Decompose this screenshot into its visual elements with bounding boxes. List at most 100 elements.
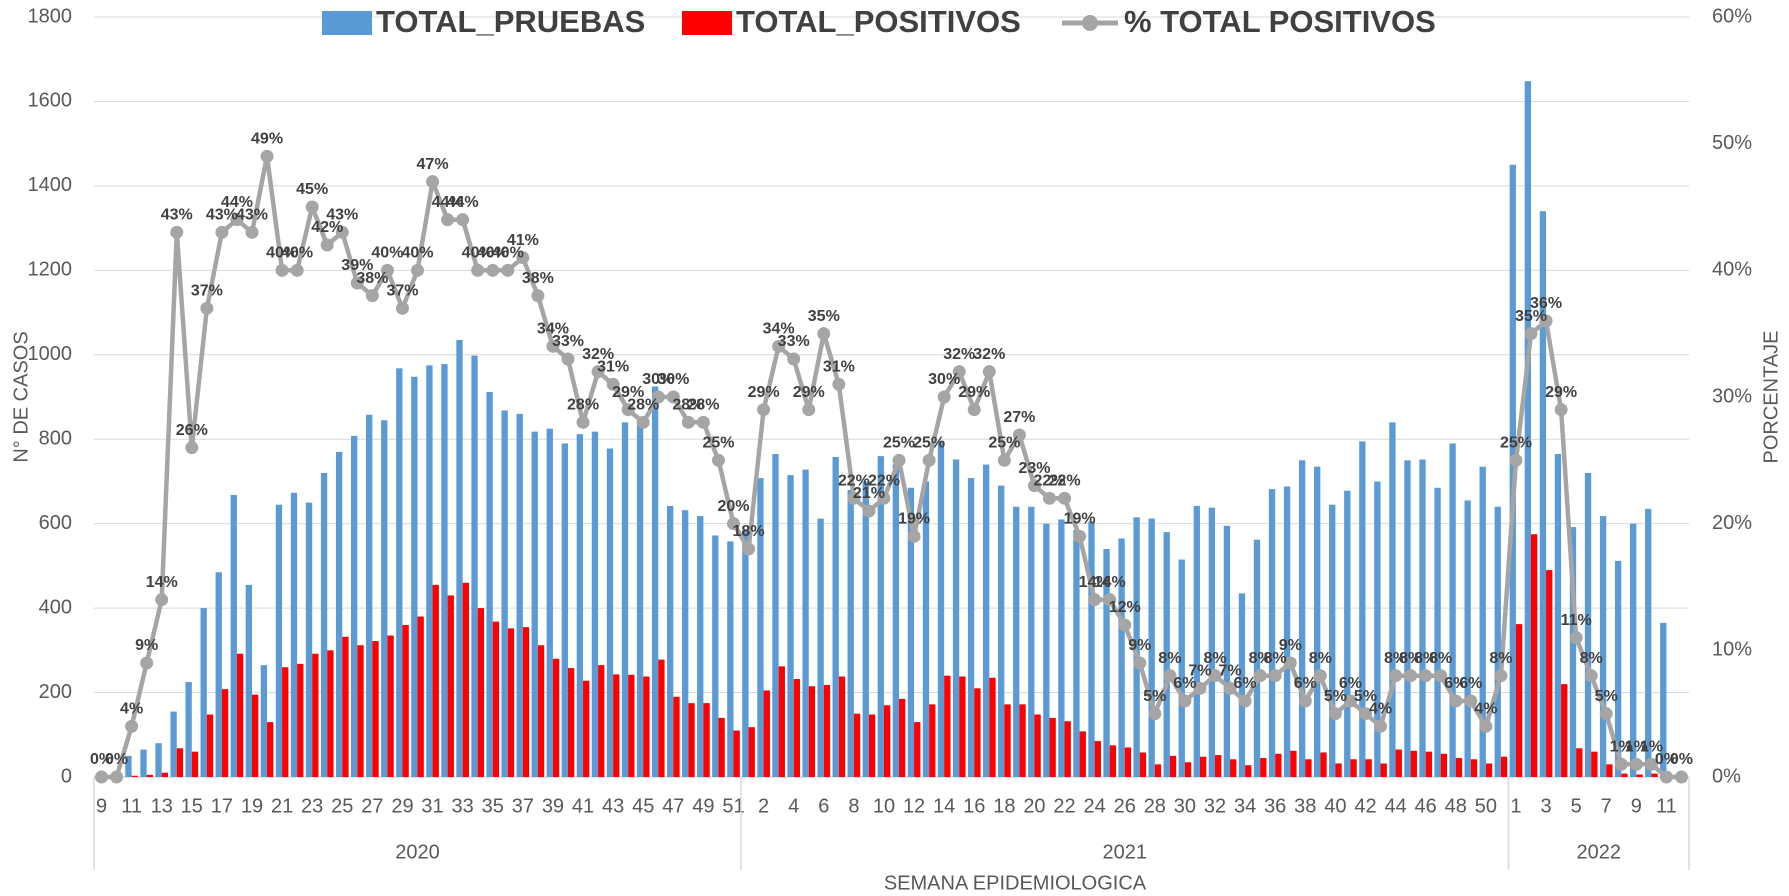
x-tick-label: 43 xyxy=(602,795,624,817)
line-marker xyxy=(501,263,515,277)
x-tick-label: 21 xyxy=(271,795,293,817)
bar xyxy=(1531,534,1538,777)
data-label: 29% xyxy=(1545,384,1577,401)
legend-swatch xyxy=(1082,15,1098,31)
bar xyxy=(899,698,906,777)
x-tick-label: 25 xyxy=(331,795,353,817)
data-label: 40% xyxy=(281,245,313,262)
data-label: 8% xyxy=(1580,650,1603,667)
data-label: 6% xyxy=(1173,675,1196,692)
line-marker xyxy=(1118,618,1132,632)
data-label: 35% xyxy=(808,308,840,325)
bar xyxy=(1591,751,1598,777)
bar xyxy=(883,705,891,777)
y-tick-label: 1200 xyxy=(28,259,73,281)
line-marker xyxy=(95,770,109,784)
line-marker xyxy=(1268,669,1282,683)
bar xyxy=(1599,516,1607,777)
data-label: 4% xyxy=(1474,701,1497,718)
line-marker xyxy=(1569,631,1583,645)
bar xyxy=(1178,559,1185,777)
x-tick-label: 24 xyxy=(1084,795,1106,817)
line-marker xyxy=(260,149,274,163)
x-tick-label: 4 xyxy=(788,795,799,817)
bar xyxy=(1230,759,1237,777)
bar xyxy=(787,475,794,777)
line-marker xyxy=(1358,707,1372,721)
bar xyxy=(1169,755,1177,777)
bar xyxy=(1395,749,1402,777)
data-label: 9% xyxy=(1128,637,1151,654)
data-label: 5% xyxy=(1143,688,1166,705)
data-label: 8% xyxy=(1384,650,1407,667)
bar xyxy=(567,668,575,777)
line-marker xyxy=(275,263,289,277)
line-marker xyxy=(320,238,334,252)
line-marker xyxy=(125,719,139,733)
bar xyxy=(1245,765,1252,777)
y-tick-label: 400 xyxy=(39,596,72,618)
bar xyxy=(1320,752,1327,777)
line-marker xyxy=(1629,757,1643,771)
line-marker xyxy=(1389,669,1403,683)
line-marker xyxy=(772,339,786,353)
bar xyxy=(561,443,568,777)
bar xyxy=(320,473,328,777)
line-marker xyxy=(1419,669,1433,683)
bar xyxy=(1028,506,1035,777)
data-label: 29% xyxy=(958,384,990,401)
data-label: 29% xyxy=(612,384,644,401)
data-label: 31% xyxy=(823,359,855,376)
line-marker xyxy=(110,770,124,784)
data-label: 37% xyxy=(386,283,418,300)
bar xyxy=(718,717,725,777)
line-marker xyxy=(1313,669,1327,683)
bar xyxy=(862,481,869,777)
bar xyxy=(1606,764,1613,777)
line-marker xyxy=(1524,327,1538,341)
bar xyxy=(357,645,364,777)
line-marker xyxy=(892,453,906,467)
line-marker xyxy=(426,175,440,189)
line-marker xyxy=(1253,669,1267,683)
data-label: 18% xyxy=(733,523,765,540)
legend-swatch xyxy=(682,11,732,35)
bar xyxy=(260,665,268,777)
line-marker xyxy=(170,225,184,239)
bar xyxy=(441,364,448,777)
x-tick-label: 32 xyxy=(1204,795,1226,817)
y2-tick-label: 50% xyxy=(1712,132,1752,154)
y-tick-label: 1800 xyxy=(28,5,73,27)
bar xyxy=(230,494,237,777)
data-label: 22% xyxy=(838,473,870,490)
line-marker xyxy=(922,453,936,467)
bar xyxy=(742,530,749,777)
bar xyxy=(606,448,614,777)
bar xyxy=(598,665,605,777)
line-marker xyxy=(802,403,816,417)
data-label: 40% xyxy=(401,245,433,262)
bar xyxy=(1064,721,1071,777)
data-label: 11% xyxy=(1561,612,1592,629)
data-label: 44% xyxy=(447,194,479,211)
bar xyxy=(1049,717,1056,777)
data-label: 47% xyxy=(417,156,449,173)
x-axis-title: SEMANA EPIDEMIOLOGICA xyxy=(884,872,1147,894)
bar xyxy=(1630,523,1637,777)
bar xyxy=(1133,517,1140,777)
data-label: 36% xyxy=(1530,295,1562,312)
data-label: 22% xyxy=(868,473,900,490)
line-marker xyxy=(471,263,485,277)
bar xyxy=(1238,593,1246,777)
bar xyxy=(1154,764,1162,777)
data-label: 44% xyxy=(221,194,253,211)
bar xyxy=(131,775,138,777)
x-tick-label: 41 xyxy=(572,795,594,817)
line-marker xyxy=(666,390,680,404)
data-label: 43% xyxy=(236,207,268,224)
bar xyxy=(1118,538,1125,777)
line-marker xyxy=(1599,707,1613,721)
bar xyxy=(1365,759,1372,777)
bar xyxy=(832,456,839,777)
bar xyxy=(471,355,478,777)
